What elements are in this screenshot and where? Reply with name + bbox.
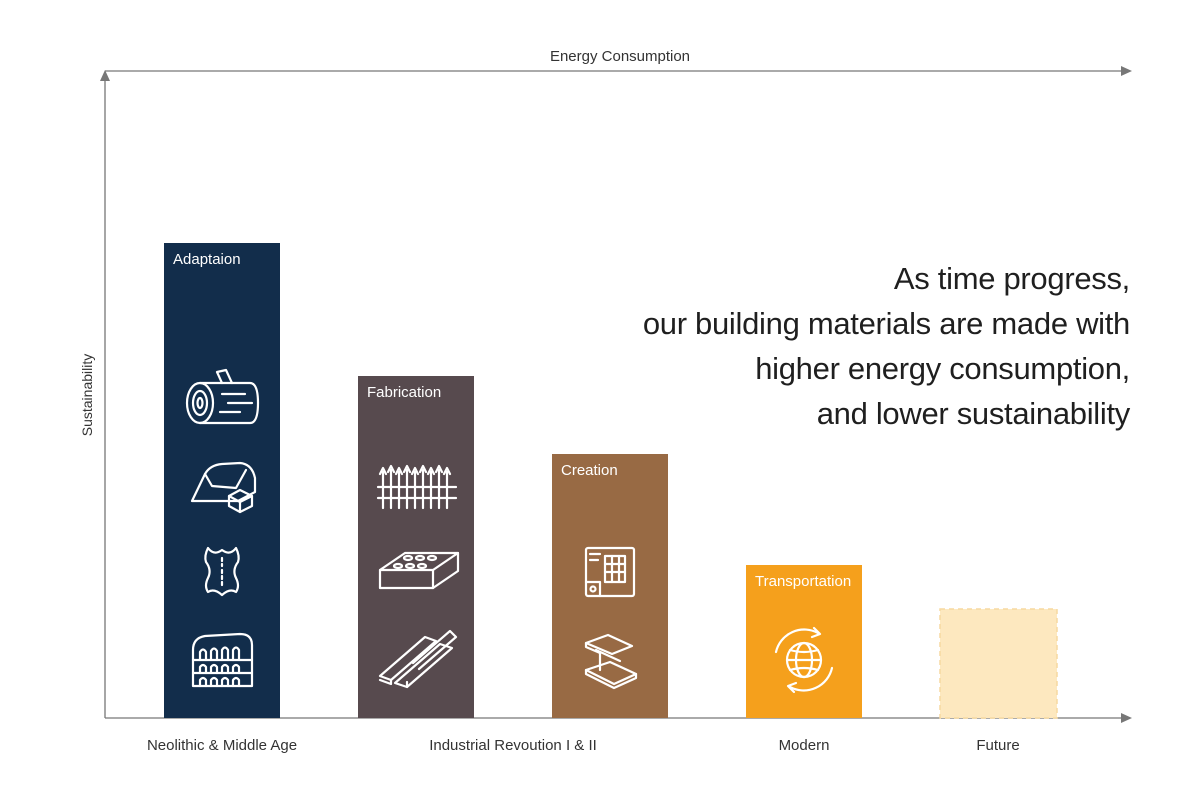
y-axis-arrow (100, 70, 110, 81)
blueprint-icon (584, 546, 636, 598)
lumber-beams-icon (378, 629, 458, 689)
stone-icon (190, 461, 257, 514)
brick-icon (378, 551, 460, 590)
headline-line-1: As time progress, (893, 261, 1130, 296)
headline-line-4: and lower sustainability (816, 396, 1131, 431)
era-label-industrial: Industrial Revoution I & II (429, 737, 597, 754)
era-label-neolithic: Neolithic & Middle Age (147, 737, 297, 754)
bar-transportation: Transportation (746, 565, 862, 718)
bar-transportation-fill (746, 565, 862, 718)
steel-i-beam-icon (584, 633, 638, 690)
bar-fabrication: Fabrication (358, 376, 474, 718)
bar-adaptaion-label: Adaptaion (173, 251, 241, 268)
bar-future (939, 608, 1058, 719)
bar-fabrication-fill (358, 376, 474, 718)
headline-line-3: higher energy consumption, (755, 351, 1130, 386)
y-axis-title: Sustainability (79, 354, 95, 437)
era-label-modern: Modern (779, 737, 830, 754)
x-axis-top-arrow (1121, 66, 1132, 76)
era-labels: Neolithic & Middle Age Industrial Revout… (147, 737, 1020, 754)
bar-adaptaion: Adaptaion (164, 243, 280, 718)
iron-fence-icon (376, 464, 458, 510)
bar-future-fill (939, 608, 1058, 719)
x-axis-bottom-arrow (1121, 713, 1132, 723)
log-icon (185, 368, 260, 425)
leather-hide-icon (204, 546, 240, 597)
bar-fabrication-label: Fabrication (367, 384, 441, 401)
bar-creation-label: Creation (561, 462, 618, 479)
colosseum-icon (191, 632, 254, 688)
headline-line-2: our building materials are made with (642, 306, 1130, 341)
x-axis-title: Energy Consumption (550, 48, 690, 65)
bar-transportation-label: Transportation (755, 573, 851, 590)
bar-adaptaion-fill (164, 243, 280, 718)
bar-creation-fill (552, 454, 668, 718)
globe-icon (774, 626, 834, 694)
era-label-future: Future (976, 737, 1019, 754)
bar-creation: Creation (552, 454, 668, 718)
headline-statement: As time progress, our building materials… (570, 256, 1130, 436)
